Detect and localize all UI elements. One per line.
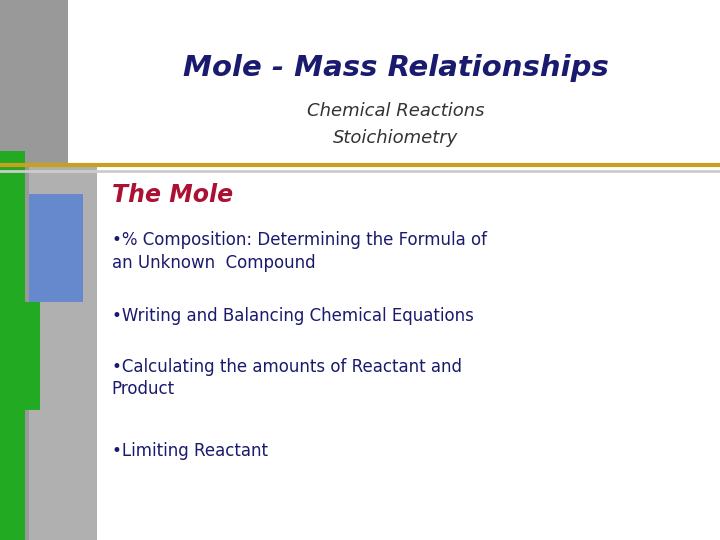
Text: The Mole: The Mole	[112, 184, 233, 207]
Bar	[0, 151, 25, 540]
Text: Chemical Reactions: Chemical Reactions	[307, 102, 485, 120]
Text: •Calculating the amounts of Reactant and
Product: •Calculating the amounts of Reactant and…	[112, 357, 462, 399]
Bar	[0, 0, 68, 540]
Text: Mole - Mass Relationships: Mole - Mass Relationships	[183, 53, 609, 82]
Bar	[29, 165, 97, 540]
Text: •Writing and Balancing Chemical Equations: •Writing and Balancing Chemical Equation…	[112, 307, 474, 325]
Text: •% Composition: Determining the Formula of
an Unknown  Compound: •% Composition: Determining the Formula …	[112, 231, 487, 272]
Bar	[0, 302, 40, 410]
Text: •Limiting Reactant: •Limiting Reactant	[112, 442, 268, 460]
Bar	[29, 194, 83, 302]
Text: Stoichiometry: Stoichiometry	[333, 129, 459, 147]
